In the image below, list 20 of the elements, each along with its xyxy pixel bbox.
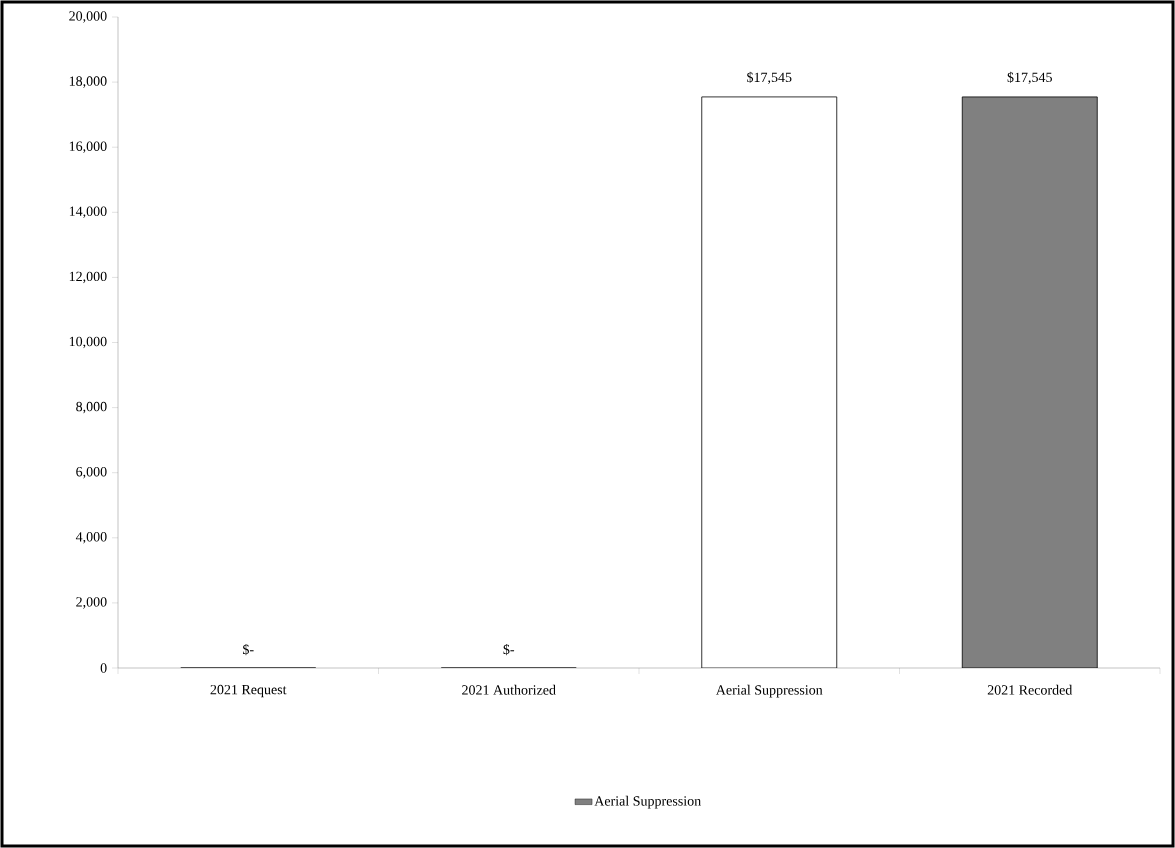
legend-label: Aerial Suppression [594,795,701,809]
y-tick-label: 14,000 [69,206,107,219]
x-tick-label: 2021 Request [210,684,287,698]
y-tick-label: 8,000 [76,401,107,414]
data-label: $- [503,643,515,656]
y-tick-label: 18,000 [69,76,107,88]
x-tick-label: 2021 Recorded [987,684,1073,695]
y-tick-label: 20,000 [69,11,107,23]
y-tick-label: 2,000 [76,597,107,609]
y-tick-label: 4,000 [75,532,107,544]
y-tick-label: 0 [100,663,107,673]
y-tick-label: 16,000 [69,141,107,153]
y-tick-label: 6,000 [76,466,107,479]
data-label: $17,545 [747,71,792,85]
x-tick-label: Aerial Suppression [715,684,823,698]
data-label: $17,545 [1007,71,1052,85]
y-tick-label: 10,000 [69,336,107,349]
data-label: $- [243,643,254,656]
x-tick-label: 2021 Authorized [462,684,556,695]
y-tick-label: 12,000 [69,271,107,284]
